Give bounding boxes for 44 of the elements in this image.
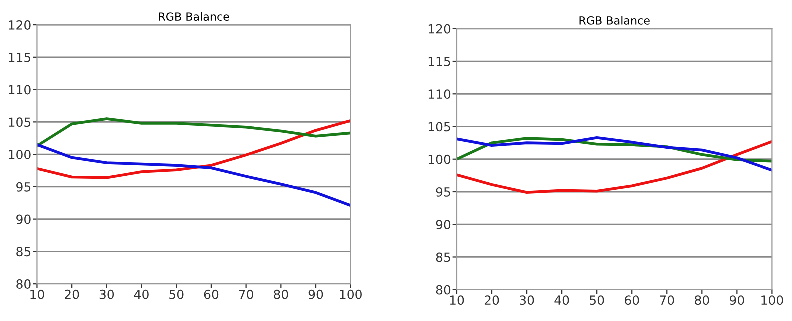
y-tick-label: 105: [9, 118, 31, 128]
x-tick-label: 90: [308, 290, 324, 300]
x-tick-label: 30: [520, 296, 534, 306]
x-tick-label: 60: [625, 296, 640, 306]
y-tick-label: 85: [436, 252, 450, 262]
x-tick-label: 40: [134, 290, 149, 300]
x-tick-label: 90: [730, 296, 744, 306]
x-tick-label: 20: [65, 290, 80, 300]
line-series: [37, 118, 351, 148]
x-tick-label: 100: [340, 290, 362, 300]
x-tick-label: 30: [100, 290, 114, 300]
y-tick-label: 95: [16, 182, 31, 192]
x-tick-label: 70: [660, 296, 674, 306]
x-tick-label: 40: [554, 296, 570, 306]
line-series: [37, 119, 351, 180]
y-tick-label: 105: [428, 122, 450, 132]
y-tick-label: 90: [436, 220, 451, 230]
y-tick-label: 90: [16, 214, 31, 224]
x-tick-label: 10: [30, 290, 44, 300]
y-tick-label: 110: [428, 90, 451, 100]
y-tick-label: 115: [428, 57, 450, 66]
x-tick-label: 100: [762, 296, 784, 306]
y-tick-label: 120: [9, 20, 31, 30]
line-series: [37, 143, 351, 208]
x-tick-label: 70: [239, 290, 254, 300]
chart-title: RGB Balance: [159, 12, 230, 22]
x-tick-label: 50: [590, 296, 604, 306]
x-tick-label: 10: [450, 296, 464, 306]
y-tick-label: 85: [16, 247, 31, 257]
y-tick-label: 110: [9, 85, 31, 95]
line-series: [456, 140, 772, 194]
y-tick-label: 100: [9, 150, 31, 160]
y-tick-label: 80: [16, 280, 31, 290]
x-tick-label: 80: [274, 290, 288, 300]
chart-title: RGB Balance: [580, 16, 650, 25]
x-tick-label: 20: [484, 296, 500, 306]
x-tick-label: 60: [204, 290, 219, 300]
line-series: [456, 136, 772, 172]
x-tick-label: 80: [695, 296, 710, 306]
y-tick-label: 100: [428, 154, 451, 164]
x-tick-label: 50: [170, 290, 184, 300]
y-tick-label: 95: [436, 187, 450, 197]
y-tick-label: 120: [428, 24, 451, 34]
y-tick-label: 115: [9, 53, 31, 62]
